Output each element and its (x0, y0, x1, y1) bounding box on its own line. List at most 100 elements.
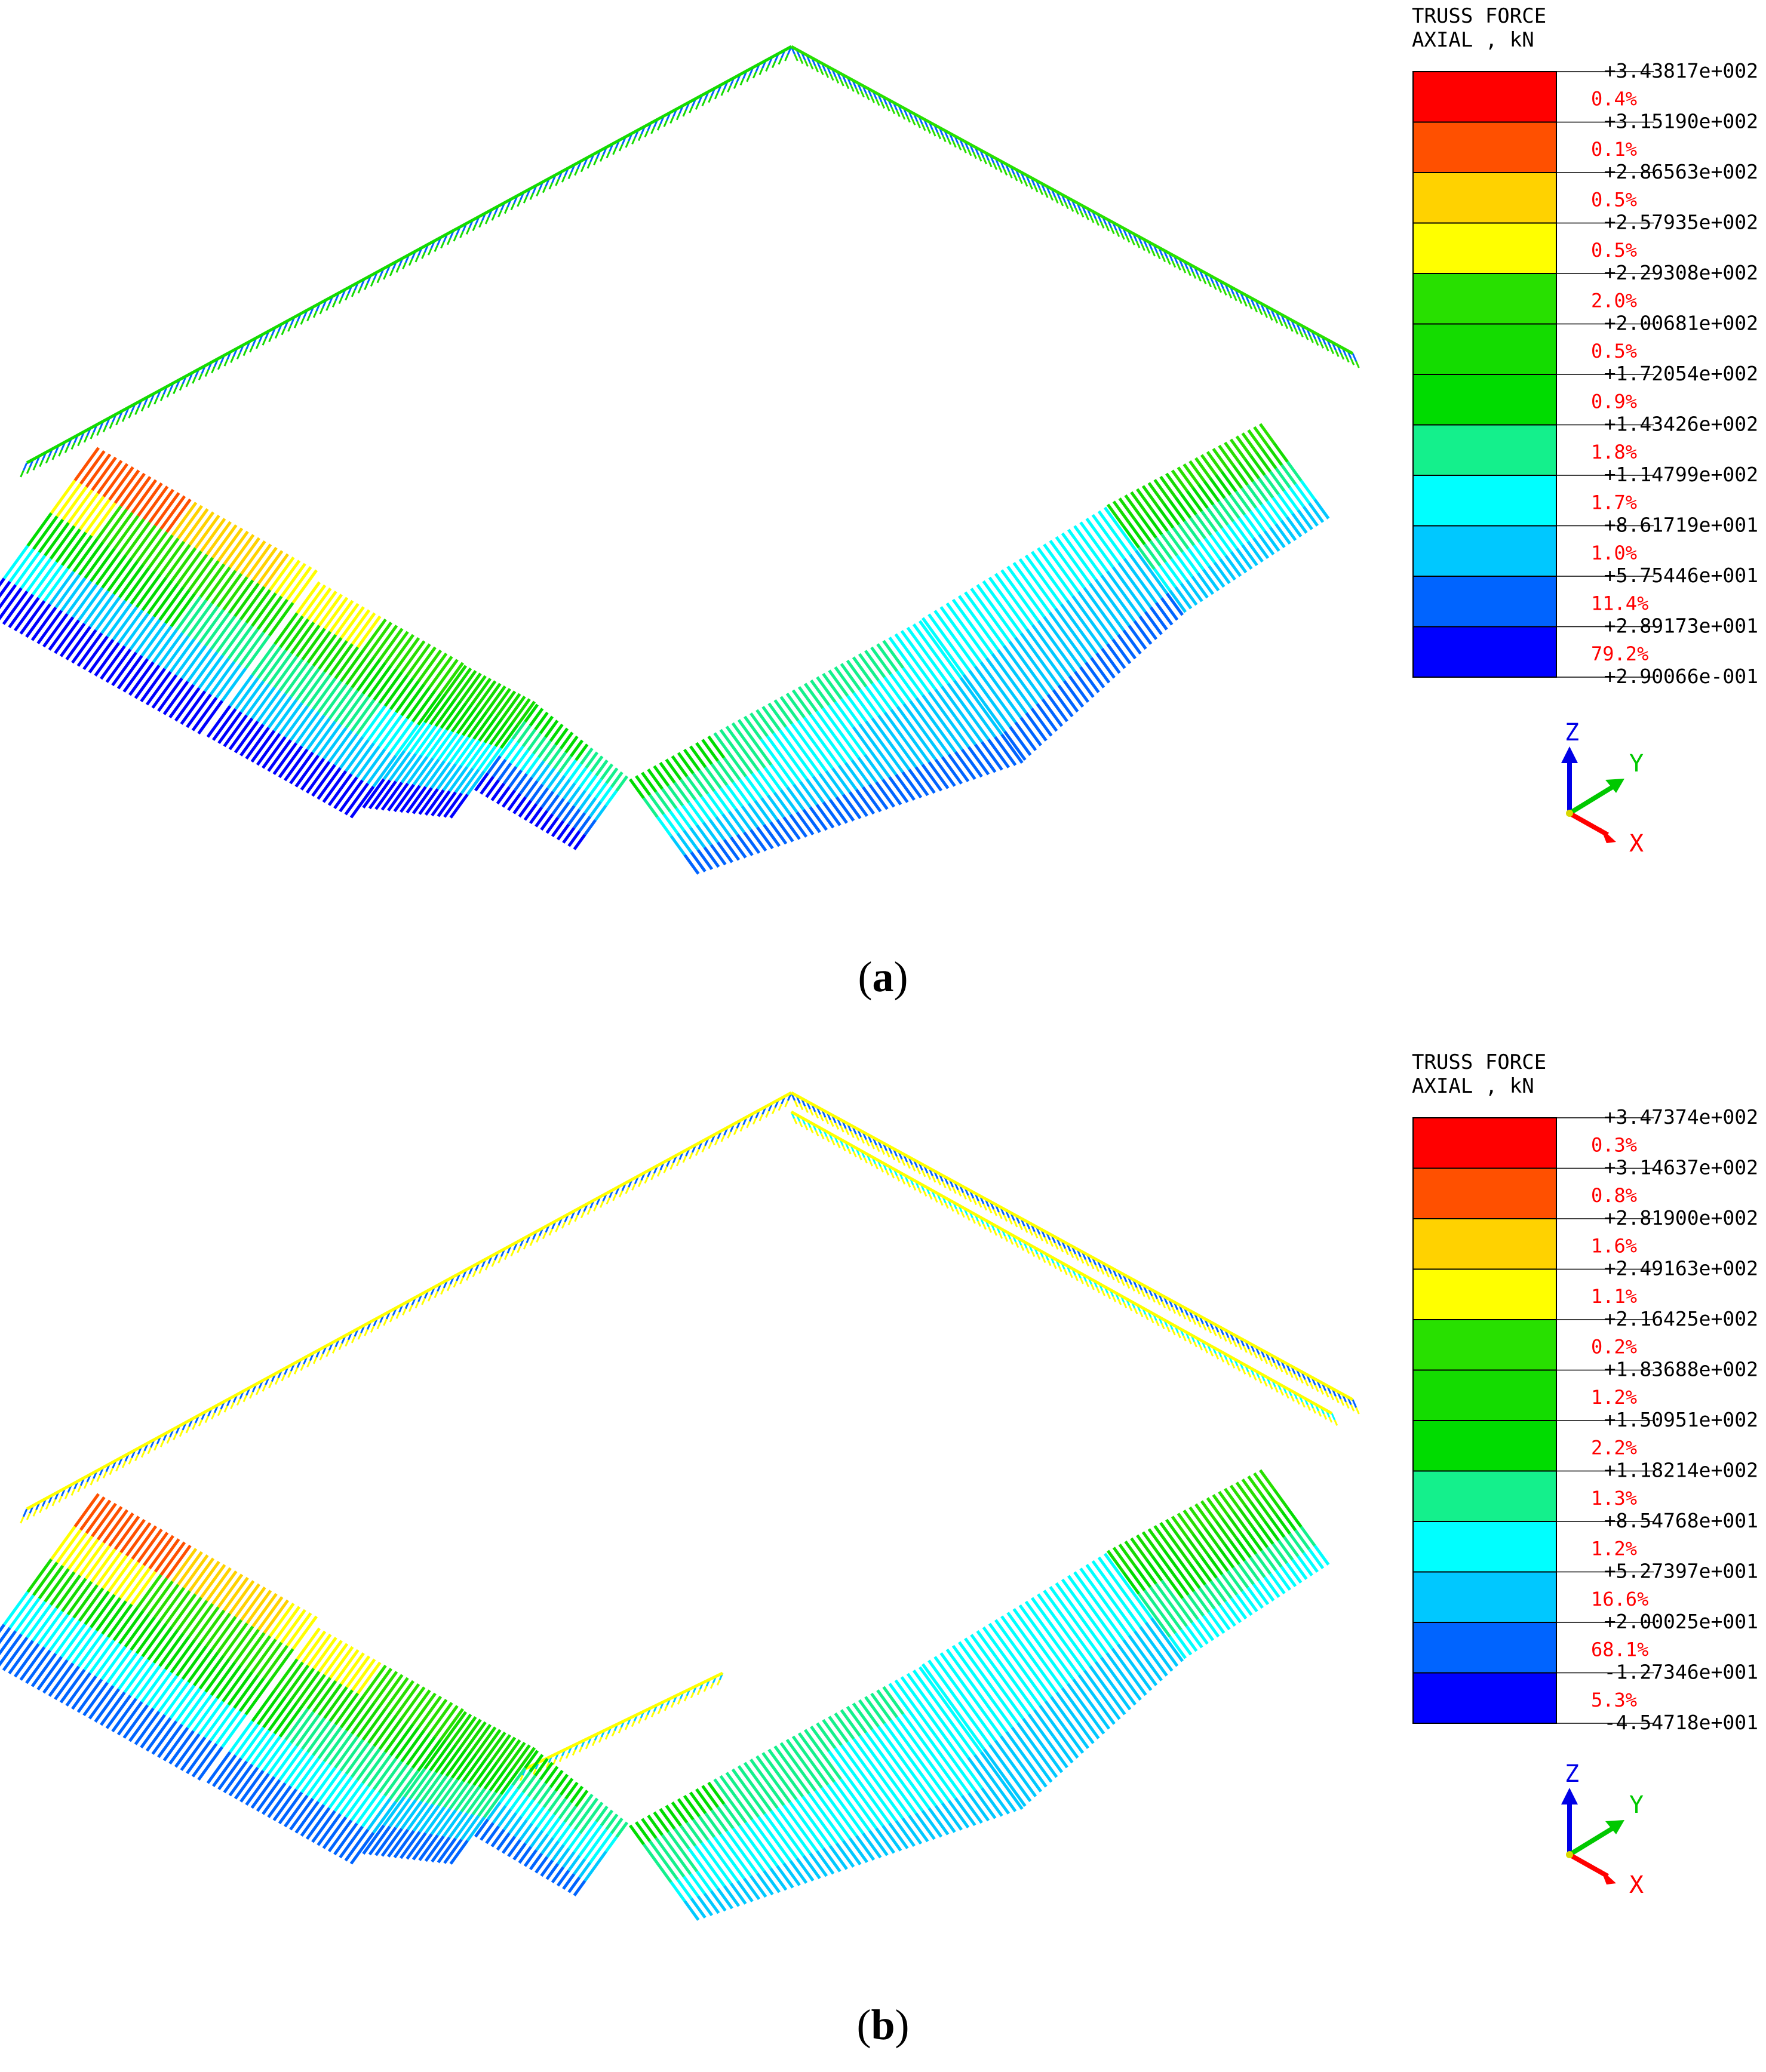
legend-percent: 2.0% (1591, 289, 1637, 312)
legend-percent: 68.1% (1591, 1638, 1648, 1661)
legend-percent: 5.3% (1591, 1689, 1637, 1711)
axis-triad-a: Z Y X (1561, 719, 1644, 857)
z-axis-label: Z (1565, 719, 1579, 746)
legend-bound: +3.14637e+002 (1604, 1156, 1758, 1179)
legend-bound: +1.43426e+002 (1604, 413, 1758, 436)
legend-bound: +1.50951e+002 (1604, 1408, 1758, 1431)
right-bolt-fan-3 (1106, 423, 1330, 613)
legend-bound: +2.81900e+002 (1604, 1206, 1758, 1229)
legend-band (1412, 1420, 1557, 1472)
y-axis-label: Y (1629, 1791, 1644, 1819)
x-axis-arrow (1568, 1852, 1609, 1879)
legend-percent: 0.3% (1591, 1133, 1637, 1156)
legend-bound: +8.54768e+001 (1604, 1509, 1758, 1532)
z-axis-head (1561, 1788, 1578, 1804)
legend-band (1412, 475, 1557, 527)
legend-percent: 16.6% (1591, 1588, 1648, 1610)
axis-triad-b: Z Y X (1561, 1760, 1644, 1899)
legend-band (1412, 1521, 1557, 1573)
x-axis-head (1601, 828, 1616, 843)
legend-percent: 0.5% (1591, 188, 1637, 211)
legend-band (1412, 1167, 1557, 1219)
truss-mesh (0, 45, 1360, 875)
left-bolt-fan-3 (362, 665, 536, 819)
left-bolt-fan-1 (0, 447, 318, 735)
legend-title-line2: AXIAL , kN (1412, 1074, 1534, 1098)
legend-band (1412, 1117, 1557, 1169)
legend-band (1412, 1672, 1557, 1724)
legend-percent: 1.6% (1591, 1234, 1637, 1257)
legend-percent: 0.2% (1591, 1335, 1637, 1358)
legend-bound: +3.47374e+002 (1604, 1105, 1758, 1129)
legend-bound: +8.61719e+001 (1604, 514, 1758, 537)
legend-bound: +5.27397e+001 (1604, 1560, 1758, 1583)
legend-band (1412, 374, 1557, 426)
legend-band (1412, 1622, 1557, 1674)
legend-percent: 1.2% (1591, 1537, 1637, 1560)
y-axis-arrow (1568, 1826, 1614, 1857)
origin-dot (1566, 1851, 1573, 1858)
legend-title-line1: TRUSS FORCE (1412, 1050, 1546, 1074)
panel-b: TRUSS FORCE AXIAL , kN 0.3% 0.8% 1.6% 1.1% 0.2… (0, 1046, 1766, 2072)
legend-bound: -1.27346e+001 (1604, 1661, 1758, 1684)
legend-band (1412, 1470, 1557, 1522)
legend-band (1412, 323, 1557, 375)
left-bolt-fan-1 (0, 1493, 318, 1781)
right-bolt-fan-1 (628, 620, 1024, 875)
legend-percent: 1.1% (1591, 1285, 1637, 1308)
left-bolt-fan-4 (474, 1750, 629, 1896)
legend-bound: +2.89173e+001 (1604, 614, 1758, 638)
legend-percent: 0.1% (1591, 138, 1637, 161)
legend-title-line2: AXIAL , kN (1412, 28, 1534, 52)
upper-anchor-group (790, 45, 1360, 368)
x-axis-label: X (1629, 1871, 1644, 1899)
legend-bound: +1.83688e+002 (1604, 1358, 1758, 1381)
legend-percent: 2.2% (1591, 1436, 1637, 1459)
legend-percent: 0.5% (1591, 340, 1637, 362)
legend-percent: 1.7% (1591, 491, 1637, 514)
legend-band (1412, 121, 1557, 173)
legend-band (1412, 1319, 1557, 1371)
z-axis-head (1561, 746, 1578, 763)
legend-title-line1: TRUSS FORCE (1412, 4, 1546, 28)
legend-bound: +1.72054e+002 (1604, 362, 1758, 385)
upper-anchor-group (790, 1110, 1338, 1426)
legend-percent: 1.8% (1591, 441, 1637, 463)
legend-band (1412, 424, 1557, 476)
truss-mesh (0, 1091, 1360, 1921)
legend-percent: 0.8% (1591, 1184, 1637, 1207)
y-axis-label: Y (1629, 750, 1644, 777)
origin-dot (1566, 810, 1573, 817)
model-view-a (0, 45, 1360, 875)
caption-a: (a) (858, 953, 908, 1001)
legend-bound: +1.14799e+002 (1604, 463, 1758, 486)
legend-band (1412, 1218, 1557, 1270)
right-bolt-fan-2 (921, 506, 1184, 761)
legend-bound: +2.00025e+001 (1604, 1610, 1758, 1633)
legend-bound: +3.15190e+002 (1604, 110, 1758, 133)
legend-bound: +2.49163e+002 (1604, 1257, 1758, 1280)
right-bolt-fan-3 (1106, 1469, 1330, 1659)
legend-percent: 0.9% (1591, 390, 1637, 413)
legend-bound: +2.00681e+002 (1604, 312, 1758, 335)
legend-bound: +1.18214e+002 (1604, 1459, 1758, 1482)
legend-percent: 1.0% (1591, 542, 1637, 564)
legend-bound: +3.43817e+002 (1604, 59, 1758, 82)
legend-band (1412, 576, 1557, 628)
upper-anchor-group (790, 1091, 1360, 1415)
legend-band (1412, 222, 1557, 274)
right-bolt-fan-2 (921, 1553, 1184, 1807)
legend-band (1412, 1369, 1557, 1421)
legend-bound: +5.75446e+001 (1604, 564, 1758, 587)
y-axis-arrow (1568, 785, 1614, 816)
legend-band (1412, 71, 1557, 123)
legend-percent: 1.3% (1591, 1487, 1637, 1510)
y-axis-head (1605, 1820, 1624, 1834)
legend-percent: 0.5% (1591, 239, 1637, 262)
x-axis-label: X (1629, 830, 1644, 857)
legend-band (1412, 525, 1557, 577)
legend-bound: +2.16425e+002 (1604, 1307, 1758, 1330)
right-bolt-fan-1 (628, 1666, 1024, 1921)
